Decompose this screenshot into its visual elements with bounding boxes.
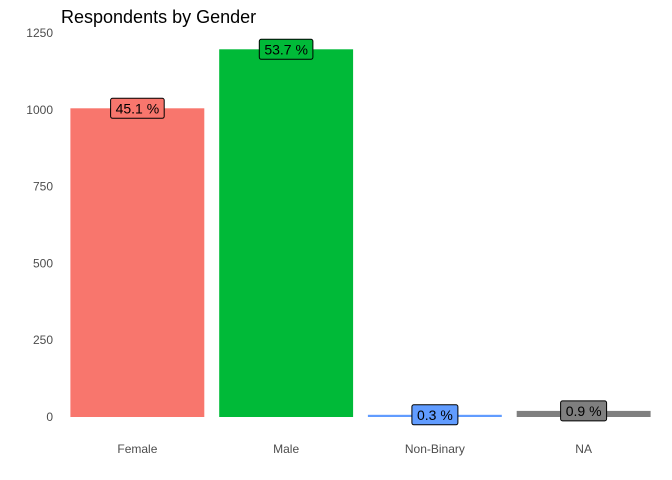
y-tick-label: 750 — [33, 180, 53, 194]
y-tick-label: 0 — [46, 410, 53, 424]
data-label-group: 0.9 % — [560, 400, 608, 422]
x-tick-label: Female — [117, 442, 157, 456]
y-tick-label: 1250 — [26, 26, 53, 40]
x-tick-label: Non-Binary — [405, 442, 465, 456]
bar-male — [219, 49, 354, 418]
data-label-box — [110, 97, 165, 119]
data-label: 53.7 % — [264, 41, 308, 57]
y-tick-label: 500 — [33, 256, 53, 270]
data-label-group: 45.1 % — [110, 97, 165, 119]
data-label: 0.3 % — [417, 407, 453, 423]
chart-title: Respondents by Gender — [61, 7, 256, 27]
data-label: 45.1 % — [116, 100, 160, 116]
data-label-group: 53.7 % — [258, 38, 314, 60]
data-label-box — [411, 404, 459, 426]
data-label-group: 0.3 % — [411, 404, 459, 426]
y-tick-label: 1000 — [26, 103, 53, 117]
data-label: 0.9 % — [566, 403, 602, 419]
y-axis: 0 250 500 750 1000 1250 — [26, 26, 53, 424]
data-label-box — [258, 38, 314, 60]
x-axis: Female Male Non-Binary NA — [117, 442, 592, 456]
bar-female — [70, 108, 205, 418]
x-tick-label: NA — [575, 442, 592, 456]
data-labels: 45.1 % 53.7 % 0.3 % 0.9 % — [110, 38, 608, 426]
bars — [70, 49, 651, 418]
data-label-box — [560, 400, 608, 422]
y-tick-label: 250 — [33, 333, 53, 347]
x-tick-label: Male — [273, 442, 299, 456]
